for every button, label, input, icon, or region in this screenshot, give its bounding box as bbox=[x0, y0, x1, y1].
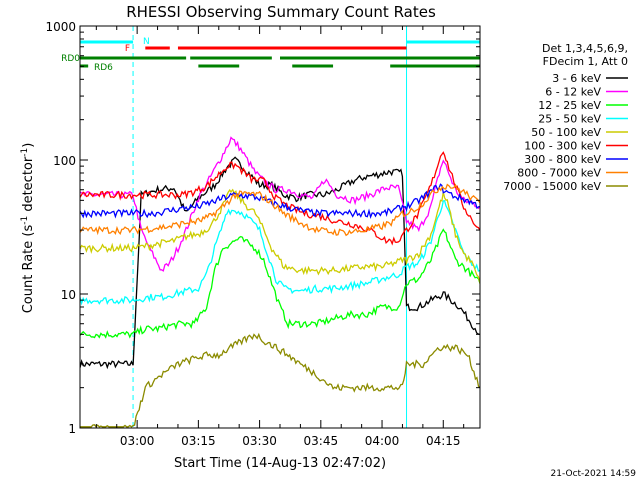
series-line-1 bbox=[80, 156, 480, 370]
rd0-label: RD0 bbox=[61, 54, 80, 64]
legend-label: 12 - 25 keV bbox=[538, 99, 601, 112]
legend-label: 3 - 6 keV bbox=[552, 72, 601, 85]
x-tick-label: 03:00 bbox=[120, 434, 155, 448]
series-line-6 bbox=[80, 151, 480, 246]
axes: 1 10 100 1000 03:00 03:15 03:30 03:45 04:00 04:15 bbox=[45, 20, 481, 448]
legend-label: 300 - 800 keV bbox=[524, 153, 601, 166]
legend: Det 1,3,4,5,6,9,FDecim 1, Att 0 3 - 6 keV… bbox=[503, 42, 628, 193]
x-tick-label: 03:45 bbox=[304, 434, 339, 448]
series-line-3 bbox=[80, 228, 480, 339]
night-label: N bbox=[143, 37, 150, 47]
plot-area: N F RD0 RD6 bbox=[61, 26, 481, 428]
legend-label: 100 - 300 keV bbox=[524, 140, 601, 153]
series-line-9 bbox=[80, 332, 480, 428]
legend-label: 7000 - 15000 keV bbox=[503, 180, 601, 193]
y-axis-label: Count Rate (s-1 detector-1) bbox=[20, 143, 36, 314]
legend-label: 6 - 12 keV bbox=[545, 86, 601, 99]
rd6-label: RD6 bbox=[94, 63, 113, 73]
legend-label: 25 - 50 keV bbox=[538, 113, 601, 126]
x-axis-label: Start Time (14-Aug-13 02:47:02) bbox=[174, 456, 386, 471]
legend-label: 50 - 100 keV bbox=[531, 126, 601, 139]
series-line-5 bbox=[80, 188, 480, 284]
y-tick-label: 100 bbox=[53, 154, 76, 168]
legend-label: 800 - 7000 keV bbox=[517, 167, 601, 180]
y-tick-label: 1 bbox=[68, 422, 76, 436]
flare-label: F bbox=[125, 44, 130, 54]
legend-header: FDecim 1, Att 0 bbox=[543, 55, 628, 68]
series-line-4 bbox=[80, 199, 480, 306]
x-tick-label: 04:00 bbox=[365, 434, 400, 448]
legend-header: Det 1,3,4,5,6,9, bbox=[542, 42, 628, 55]
x-tick-label: 04:15 bbox=[426, 434, 461, 448]
chart-title: RHESSI Observing Summary Count Rates bbox=[126, 3, 436, 21]
series-line-8 bbox=[80, 183, 480, 237]
y-tick-label: 1000 bbox=[45, 20, 76, 34]
footer-timestamp: 21-Oct-2021 14:59 bbox=[551, 469, 637, 479]
x-tick-label: 03:30 bbox=[242, 434, 277, 448]
x-tick-label: 03:15 bbox=[181, 434, 216, 448]
y-tick-label: 10 bbox=[61, 288, 76, 302]
